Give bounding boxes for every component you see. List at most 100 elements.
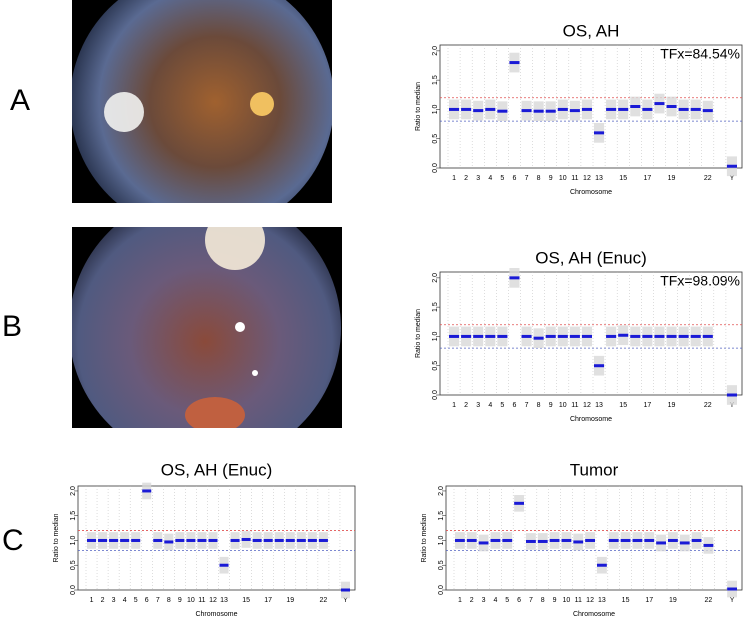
x-tick-label: 19 (668, 402, 676, 409)
segment (618, 333, 629, 337)
y-tick-label: 1.5 (70, 511, 77, 521)
segment (557, 107, 568, 111)
y-tick-label: 0.0 (432, 163, 439, 173)
segment (497, 109, 508, 113)
y-tick-label: 0.5 (438, 560, 445, 570)
y-tick-label: 1.5 (438, 511, 445, 521)
segment (186, 538, 196, 542)
segment (537, 539, 548, 543)
segment (644, 538, 655, 542)
x-tick-label: 9 (549, 175, 553, 182)
segment (461, 334, 472, 338)
segment (678, 334, 689, 338)
x-tick-label: 13 (595, 175, 603, 182)
x-tick-label: Y (343, 597, 348, 604)
x-tick-label: 9 (178, 597, 182, 604)
segment (521, 109, 532, 113)
x-tick-label: 3 (476, 402, 480, 409)
chart-title: OS, AH (Enuc) (535, 248, 646, 267)
x-tick-label: 15 (619, 402, 627, 409)
segment (666, 105, 677, 108)
segment (642, 107, 653, 111)
segment (632, 538, 643, 542)
x-tick-label: 8 (167, 597, 171, 604)
segment (654, 102, 665, 106)
y-axis-label: Ratio to median (53, 513, 60, 562)
x-tick-label: 1 (458, 597, 462, 604)
segment (461, 107, 472, 111)
segment (219, 563, 229, 567)
x-tick-label: 11 (198, 597, 205, 604)
segment (668, 538, 678, 542)
segment (497, 334, 508, 338)
x-tick-label: 13 (595, 402, 603, 409)
x-tick-label: 17 (645, 597, 653, 604)
segment (296, 538, 306, 542)
segment (142, 489, 152, 493)
x-tick-label: 22 (704, 402, 712, 409)
y-tick-label: 2.0 (432, 273, 439, 283)
segment (630, 105, 641, 108)
x-tick-label: 2 (101, 597, 105, 604)
x-tick-label: 13 (598, 597, 606, 604)
segment (545, 334, 556, 338)
x-tick-label: 12 (209, 597, 217, 604)
annotation: TFx=98.09% (660, 273, 740, 289)
segment (690, 334, 701, 338)
segment (449, 107, 460, 111)
x-tick-label: 15 (622, 597, 630, 604)
segment (197, 538, 207, 542)
x-tick-label: 11 (571, 402, 578, 409)
y-tick-label: 2.0 (432, 46, 439, 56)
plot-frame (439, 271, 743, 396)
segment (241, 537, 251, 541)
segment (87, 538, 97, 542)
segment (478, 541, 489, 545)
x-tick-label: 12 (583, 402, 591, 409)
segment (307, 538, 317, 542)
x-tick-label: 8 (541, 597, 545, 604)
x-axis-label: Chromosome (573, 611, 615, 617)
segment (473, 334, 484, 338)
y-tick-label: 0.5 (70, 560, 77, 570)
x-tick-label: Y (730, 597, 735, 604)
segment (620, 538, 631, 542)
segment (549, 538, 560, 542)
segment (678, 107, 689, 111)
segment (509, 61, 520, 65)
x-tick-label: 8 (537, 175, 541, 182)
y-axis-label: Ratio to median (421, 513, 428, 562)
segment (466, 538, 477, 542)
segment (702, 334, 713, 338)
x-tick-label: 10 (563, 597, 571, 604)
fundus-photo-a (72, 0, 332, 203)
x-tick-label: 12 (586, 597, 594, 604)
x-tick-label: 17 (264, 597, 272, 604)
x-tick-label: 9 (553, 597, 557, 604)
segment (581, 107, 592, 111)
x-tick-label: 11 (575, 597, 582, 604)
segment (109, 538, 119, 542)
y-tick-label: 1.5 (432, 302, 439, 312)
segment (485, 334, 496, 338)
chart-title: Tumor (570, 460, 619, 479)
x-tick-label: 22 (319, 597, 327, 604)
x-tick-label: 8 (537, 402, 541, 409)
y-tick-label: 1.0 (438, 536, 445, 546)
x-tick-label: 5 (505, 597, 509, 604)
y-tick-label: 0.0 (438, 585, 445, 595)
x-tick-label: 6 (145, 597, 149, 604)
x-axis-label: Chromosome (570, 416, 612, 423)
x-tick-label: 7 (525, 402, 529, 409)
panel-label: C (2, 524, 24, 557)
y-tick-label: 0.0 (70, 585, 77, 595)
y-axis-label: Ratio to median (415, 309, 422, 358)
x-tick-label: 7 (525, 175, 529, 182)
segment (585, 538, 595, 542)
segment (175, 538, 185, 542)
segment (608, 538, 619, 542)
chart-title: OS, AH (563, 21, 620, 40)
y-tick-label: 2.0 (70, 486, 77, 496)
y-tick-label: 1.5 (432, 75, 439, 85)
